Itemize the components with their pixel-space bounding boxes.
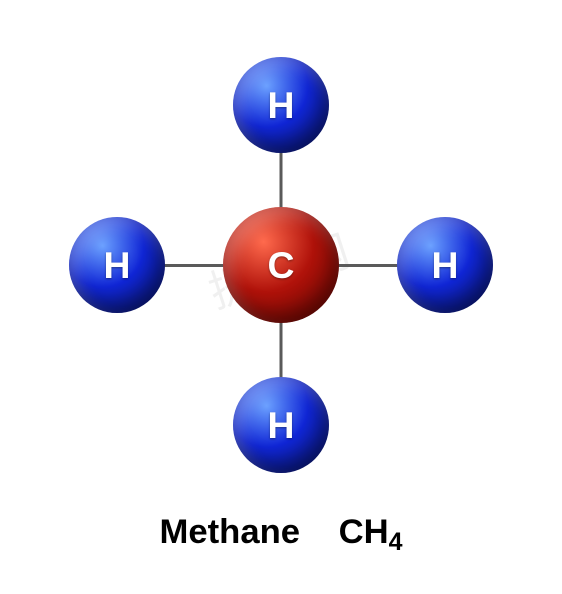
atom-h1: H: [233, 57, 329, 153]
molecule-label: Methane CH4: [159, 513, 402, 552]
atom-label: H: [268, 404, 295, 447]
molecule-name: Methane: [159, 513, 300, 551]
atom-label: C: [268, 244, 295, 287]
molecule-formula-subscript: 4: [389, 528, 403, 556]
atom-label: H: [104, 244, 131, 287]
atom-c: C: [223, 207, 339, 323]
label-space: [310, 513, 329, 551]
atom-h3: H: [233, 377, 329, 473]
molecule-formula-prefix: CH: [339, 513, 389, 551]
atom-label: H: [432, 244, 459, 287]
molecule-stage: 提图网 CHHHH Methane CH4: [0, 0, 562, 594]
atom-label: H: [268, 84, 295, 127]
atom-h4: H: [69, 217, 165, 313]
atom-h2: H: [397, 217, 493, 313]
